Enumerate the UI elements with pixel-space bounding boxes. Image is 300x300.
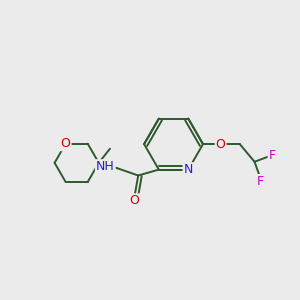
Text: O: O xyxy=(216,138,226,151)
Text: F: F xyxy=(256,175,263,188)
Text: N: N xyxy=(184,163,193,176)
Text: O: O xyxy=(129,194,139,207)
Text: NH: NH xyxy=(96,160,115,173)
Text: O: O xyxy=(61,137,70,150)
Text: F: F xyxy=(268,148,276,161)
